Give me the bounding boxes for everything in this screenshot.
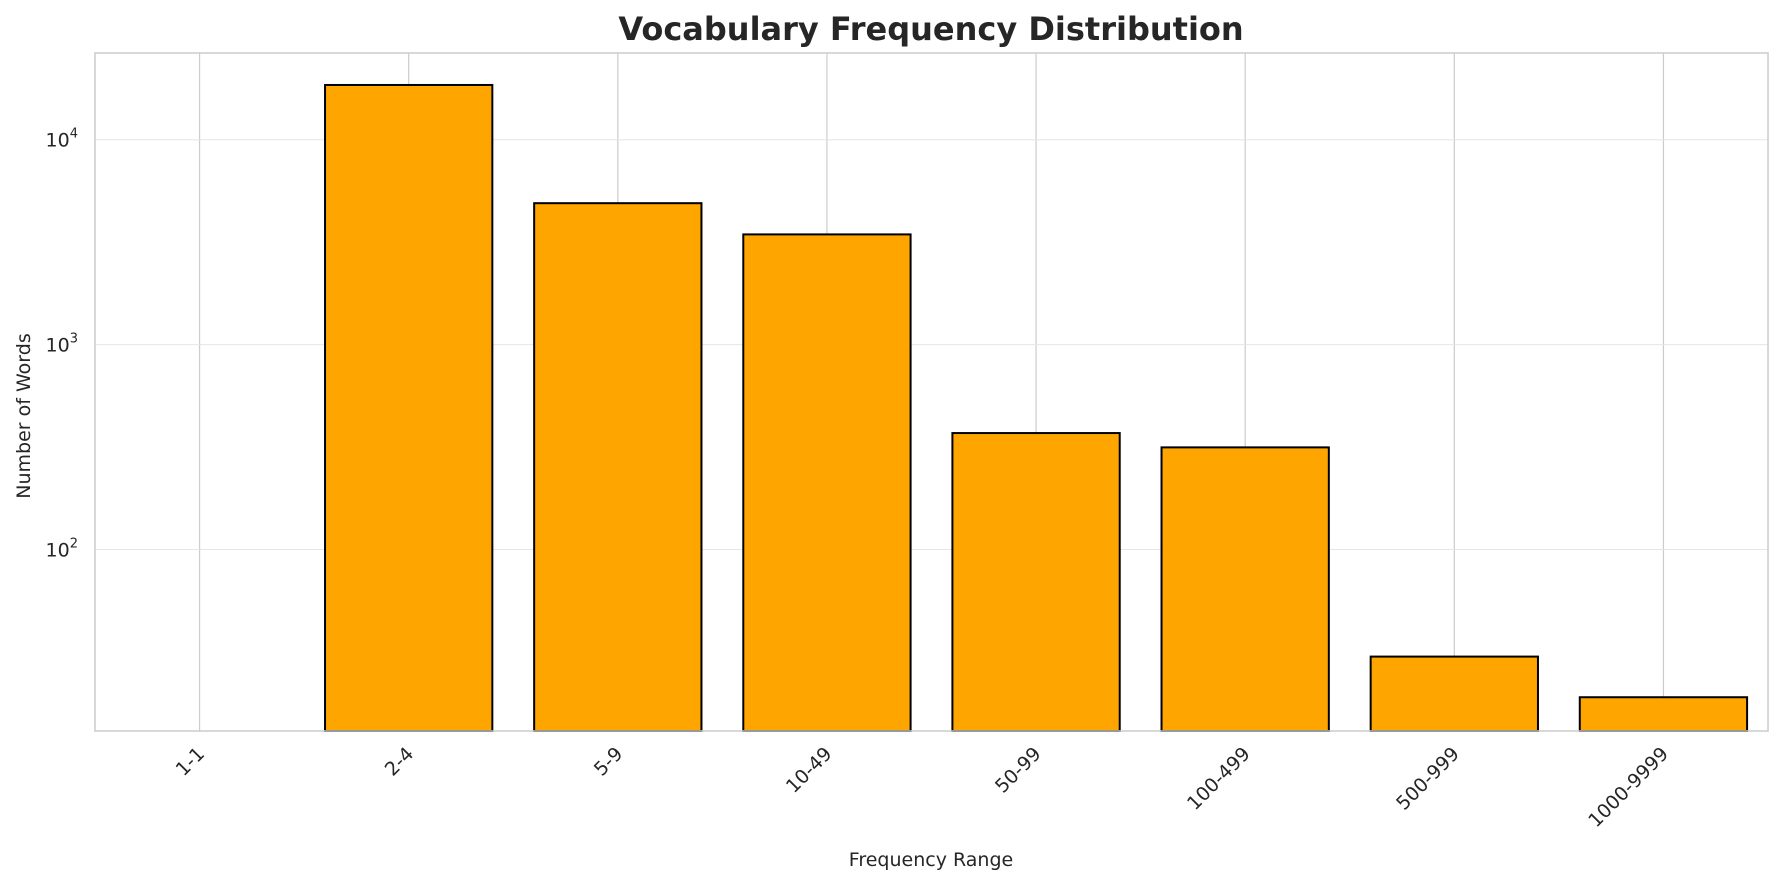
bar-100-499: [1160, 446, 1330, 732]
bars: [324, 83, 1749, 733]
x-axis-label: Frequency Range: [849, 849, 1013, 871]
y-tick-label: 103: [46, 332, 78, 357]
y-tick-label: 104: [46, 127, 78, 152]
y-axis-label: Number of Words: [13, 333, 35, 498]
y-axis-ticks: 102 103 104: [46, 127, 78, 562]
plot-frame: [94, 52, 1769, 732]
bar-10-49: [742, 233, 912, 732]
x-tick-label: 5-9: [590, 743, 628, 781]
bar-5-9: [533, 202, 703, 732]
x-tick-label: 2-4: [381, 743, 419, 781]
y-tick-label: 102: [46, 536, 78, 561]
chart-title: Vocabulary Frequency Distribution: [618, 10, 1243, 48]
bar-50-99: [951, 432, 1121, 732]
x-tick-label: 1-1: [172, 743, 210, 781]
bar-2-4: [324, 83, 494, 732]
x-tick-label: 1000-9999: [1584, 743, 1673, 832]
bar-500-999: [1369, 655, 1539, 732]
x-tick-label: 100-499: [1183, 743, 1255, 815]
x-axis-ticks: 1-1 2-4 5-9 10-49 50-99 100-499 500-999 1000-99…: [172, 743, 1673, 832]
x-tick-label: 10-49: [782, 743, 837, 798]
x-tick-label: 500-999: [1392, 743, 1464, 815]
bar-1000-9999: [1578, 696, 1749, 733]
x-tick-label: 50-99: [991, 743, 1046, 798]
